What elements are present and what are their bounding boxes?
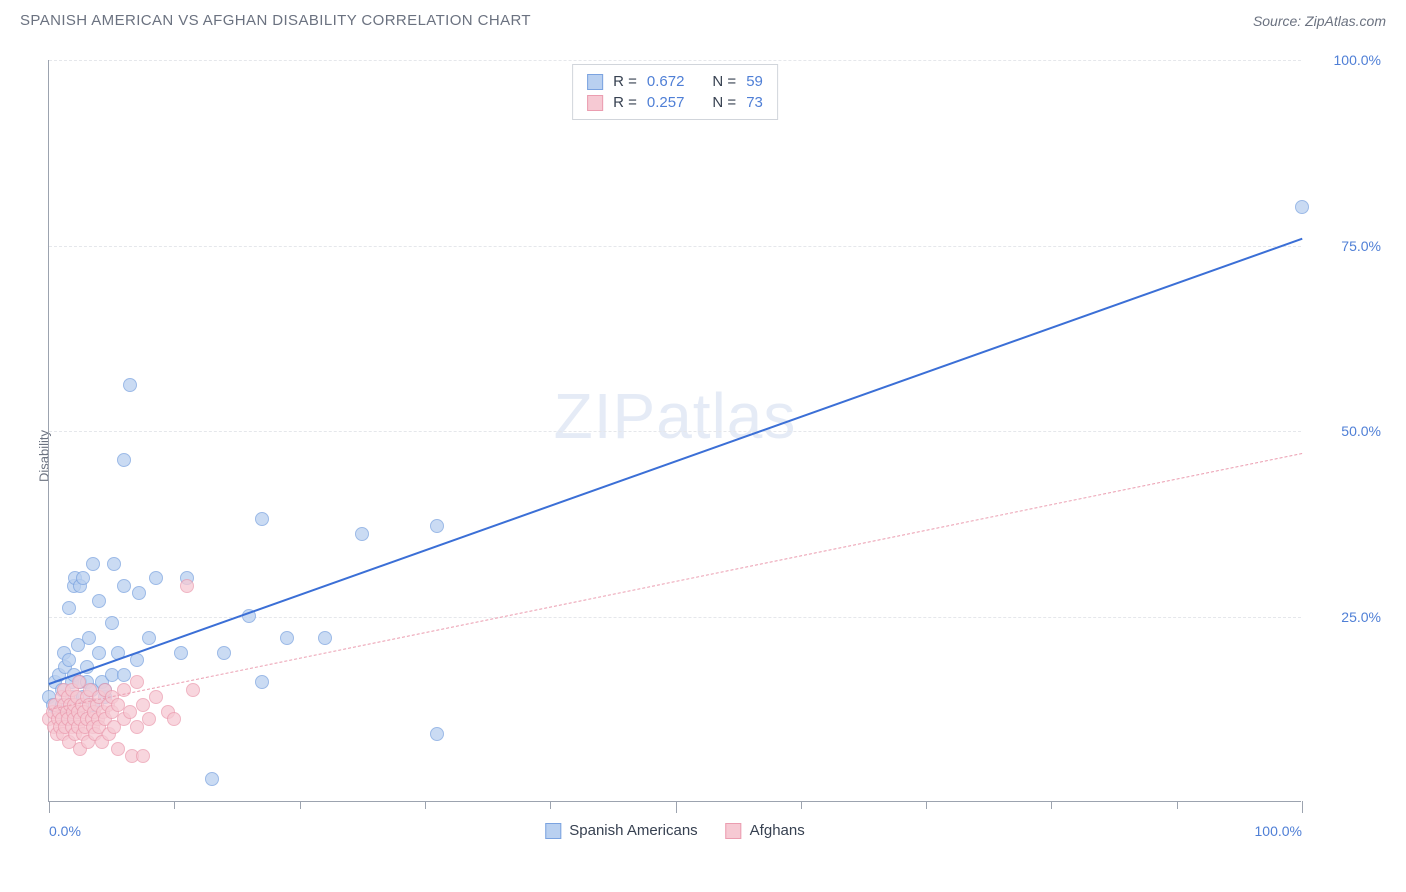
x-tick [926, 801, 927, 809]
x-tick [550, 801, 551, 809]
legend-swatch [587, 74, 603, 90]
scatter-point [205, 772, 219, 786]
scatter-point [62, 601, 76, 615]
y-tick-label: 100.0% [1311, 52, 1381, 68]
scatter-point [217, 646, 231, 660]
x-tick [174, 801, 175, 809]
n-value: 59 [746, 73, 763, 90]
scatter-point [430, 727, 444, 741]
plot-area: ZIPatlas R = 0.672N = 59R = 0.257N = 73 … [48, 60, 1301, 802]
scatter-point [117, 579, 131, 593]
n-value: 73 [746, 94, 763, 111]
legend-label: Afghans [750, 822, 805, 839]
legend-swatch [587, 95, 603, 111]
scatter-point [255, 512, 269, 526]
scatter-point [76, 571, 90, 585]
chart-container: Disability ZIPatlas R = 0.672N = 59R = 0… [48, 60, 1386, 852]
scatter-point [130, 720, 144, 734]
trend-line [49, 453, 1302, 710]
legend-stat-row: R = 0.672 N = 59 [587, 71, 763, 92]
scatter-point [92, 594, 106, 608]
scatter-point [136, 749, 150, 763]
scatter-point [318, 631, 332, 645]
scatter-point [186, 683, 200, 697]
x-tick [1302, 801, 1303, 813]
r-label: R = [613, 73, 637, 90]
x-tick [300, 801, 301, 809]
scatter-point [255, 675, 269, 689]
gridline [49, 431, 1301, 432]
scatter-point [107, 557, 121, 571]
legend-label: Spanish Americans [569, 822, 697, 839]
scatter-point [180, 579, 194, 593]
y-tick-label: 50.0% [1311, 423, 1381, 439]
x-tick [1051, 801, 1052, 809]
x-tick [49, 801, 50, 813]
scatter-point [136, 698, 150, 712]
r-value: 0.257 [647, 94, 685, 111]
r-label: R = [613, 94, 637, 111]
watermark: ZIPatlas [554, 379, 797, 453]
y-tick-label: 75.0% [1311, 238, 1381, 254]
y-tick-label: 25.0% [1311, 609, 1381, 625]
scatter-point [123, 705, 137, 719]
scatter-point [86, 557, 100, 571]
scatter-point [355, 527, 369, 541]
scatter-point [130, 675, 144, 689]
scatter-point [280, 631, 294, 645]
scatter-point [149, 690, 163, 704]
scatter-point [167, 712, 181, 726]
correlation-legend: R = 0.672 N = 59 R = 0.257 N = 73 [572, 64, 778, 120]
scatter-point [111, 742, 125, 756]
scatter-point [430, 519, 444, 533]
x-tick-label: 100.0% [1255, 823, 1302, 839]
scatter-point [149, 571, 163, 585]
n-label: N = [712, 73, 736, 90]
scatter-point [123, 378, 137, 392]
x-tick [676, 801, 677, 813]
x-tick-label: 0.0% [49, 823, 81, 839]
legend-swatch [545, 823, 561, 839]
legend-item: Spanish Americans [545, 822, 697, 839]
scatter-point [105, 616, 119, 630]
scatter-point [117, 453, 131, 467]
trend-line [49, 238, 1303, 685]
scatter-point [82, 631, 96, 645]
scatter-point [92, 646, 106, 660]
x-tick [801, 801, 802, 809]
chart-title: SPANISH AMERICAN VS AFGHAN DISABILITY CO… [20, 12, 531, 29]
scatter-point [1295, 200, 1309, 214]
legend-item: Afghans [726, 822, 805, 839]
gridline [49, 60, 1301, 61]
gridline [49, 246, 1301, 247]
scatter-point [132, 586, 146, 600]
r-value: 0.672 [647, 73, 685, 90]
source-attribution: Source: ZipAtlas.com [1253, 13, 1386, 29]
series-legend: Spanish Americans Afghans [545, 822, 804, 839]
scatter-point [142, 712, 156, 726]
n-label: N = [712, 94, 736, 111]
legend-swatch [726, 823, 742, 839]
x-tick [1177, 801, 1178, 809]
x-tick [425, 801, 426, 809]
legend-stat-row: R = 0.257 N = 73 [587, 92, 763, 113]
scatter-point [62, 653, 76, 667]
scatter-point [142, 631, 156, 645]
scatter-point [174, 646, 188, 660]
